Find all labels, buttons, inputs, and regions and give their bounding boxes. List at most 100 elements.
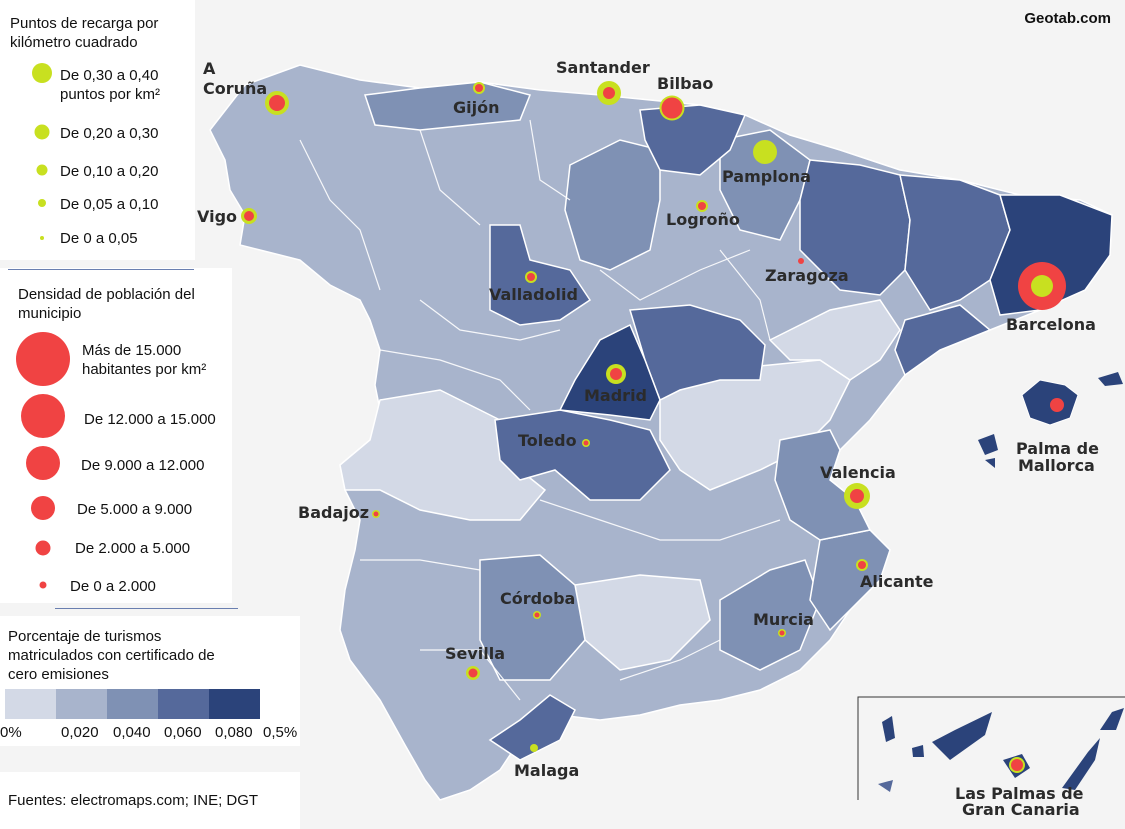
legend-density-item-6: De 0 a 2.000 [70,578,156,595]
formentera [985,458,995,468]
city-label-toledo: Toledo [518,431,577,450]
marker-zaragoza-density [798,258,804,264]
marker-badajoz-density [373,511,379,517]
city-label-vigo: Vigo [197,207,237,226]
city-label-palma-1: Palma de [1016,439,1099,458]
region-valencia [774,429,872,541]
city-label-las-palmas-1: Las Palmas de [955,784,1084,803]
legend-density-marker-6 [39,581,47,589]
la-gomera [912,745,924,757]
region-navarra [799,159,911,296]
marker-gijon-density [475,84,483,92]
marker-valladolid-density [527,273,535,281]
el-hierro [878,780,893,792]
region-huesca [719,129,811,241]
fuerteventura [1062,738,1100,790]
legend-density-item-4: De 5.000 a 9.000 [77,501,193,518]
legend-charger-marker-4 [38,199,46,207]
legend-zero-tick-1: 0% [0,724,22,741]
region-murcia [719,559,821,671]
region-malaga [488,694,576,761]
region-cordoba-area [479,554,586,681]
region-alicante [809,529,891,632]
city-label-palma-2: Mallorca [1018,456,1095,475]
marker-sevilla-density [468,668,478,678]
marker-palma-density [1050,398,1064,412]
marker-madrid-density [610,368,622,380]
city-label-zaragoza: Zaragoza [765,266,849,285]
tenerife [932,712,992,760]
canary-inset [857,696,1125,800]
legend-density-marker-4 [31,496,55,520]
legend-density-marker-1 [16,332,70,386]
city-labels: A Coruña Gijón Santander Bilbao Pamplona… [197,58,1099,819]
marker-alicante-density [858,561,866,569]
marker-barcelona-charger [1031,275,1053,297]
city-label-alicante: Alicante [860,572,934,591]
marker-santander-density [603,87,615,99]
province-borders [299,119,781,701]
lanzarote [1100,708,1124,730]
city-label-a-coruna-1: A [203,59,216,78]
source-note: Fuentes: electromaps.com; INE; DGT [8,792,259,809]
legend-separator-1 [8,269,194,270]
region-lleida [899,174,1011,311]
city-label-badajoz: Badajoz [298,503,369,522]
region-asturias [363,81,532,131]
city-label-barcelona: Barcelona [1006,315,1096,334]
city-label-malaga: Malaga [514,761,579,780]
legend-density-item-3: De 9.000 a 12.000 [81,457,205,474]
marker-coruna-density [269,95,285,111]
city-label-las-palmas-2: Gran Canaria [962,800,1080,819]
legend-zero-swatch-1 [5,689,56,719]
legend-density-marker-3 [26,446,60,480]
region-cantabria [639,104,747,176]
legend-zero-tick-6: 0,5% [263,724,298,741]
legend-chargers-item-2: De 0,20 a 0,30 [60,125,159,142]
legend-charger-marker-5 [40,236,44,240]
legend-chargers-item-4: De 0,05 a 0,10 [60,196,159,213]
legend-zero-tick-4: 0,060 [164,724,202,741]
region-teruel [768,299,901,381]
menorca [1098,372,1123,386]
legend-zero-swatch-3 [107,689,158,719]
marker-laspalmas-density [1011,759,1023,771]
city-label-sevilla: Sevilla [445,644,505,663]
legend-panel-chargers-bg [0,0,195,260]
city-label-santander: Santander [556,58,650,77]
legend-separator-2 [55,608,238,609]
mallorca [1021,379,1079,426]
legend-zero-tick-5: 0,080 [215,724,253,741]
city-label-valladolid: Valladolid [489,285,578,304]
legend-density-title: Densidad de población del municipio [18,286,195,322]
city-label-valencia: Valencia [820,463,896,482]
city-label-murcia: Murcia [753,610,814,629]
marker-valencia-density [850,489,864,503]
legend-density-item-5: De 2.000 a 5.000 [75,540,191,557]
region-tarragona [894,304,992,377]
marker-cordoba-density [534,612,540,618]
la-palma [882,716,895,742]
city-label-madrid: Madrid [584,386,647,405]
brand-label: Geotab.com [1024,10,1111,27]
marker-vigo-density [244,211,254,221]
region-jaen [574,574,711,671]
legend-chargers-title: Puntos de recarga por kilómetro cuadrado [10,15,159,51]
region-valladolid [489,224,592,326]
legend-panel-zero-bg [0,616,300,746]
legend-chargers-item-5: De 0 a 0,05 [60,230,138,247]
legend-density-marker-2 [21,394,65,438]
marker-pamplona-charger [753,140,777,164]
legend-zero-tick-2: 0,020 [61,724,99,741]
source-bg [0,772,300,829]
legend-charger-marker-1 [32,63,52,83]
legend-zero-tick-3: 0,040 [113,724,151,741]
legend-charger-marker-2 [34,124,50,140]
marker-toledo-density [583,440,589,446]
legend-zero-swatch-5 [209,689,260,719]
marker-malaga-charger [530,744,538,752]
legend-density-marker-5 [35,540,51,556]
legend-zero-swatch-2 [56,689,107,719]
ibiza [978,434,998,455]
